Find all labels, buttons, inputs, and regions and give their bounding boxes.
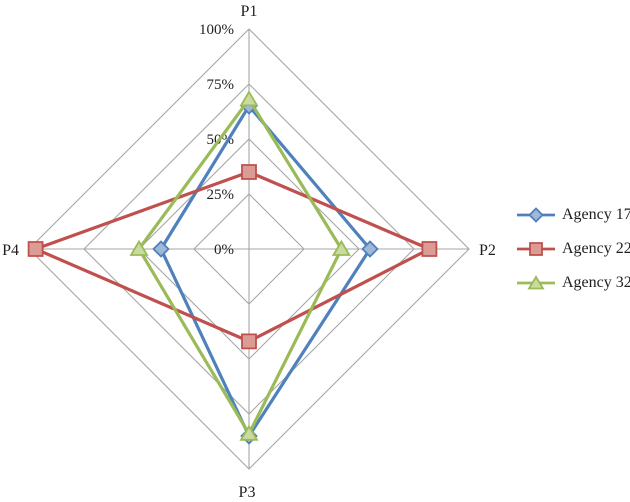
- legend-item-agency-22: Agency 22: [516, 232, 630, 266]
- legend-item-agency-32: Agency 32: [516, 266, 630, 300]
- axis-label-p2: P2: [479, 242, 496, 259]
- series-marker-agency-22: [421, 241, 438, 257]
- legend-label: Agency 32: [562, 274, 630, 291]
- legend-marker: [527, 275, 545, 290]
- tick-label: 0%: [214, 242, 234, 258]
- legend-label: Agency 22: [562, 240, 630, 257]
- tick-label: 100%: [199, 22, 234, 38]
- series-marker-agency-32: [331, 239, 351, 256]
- series-marker-agency-32: [239, 424, 259, 441]
- legend-marker: [529, 242, 543, 256]
- legend-diamond-marker-icon: [517, 207, 555, 223]
- series-marker-agency-22: [241, 333, 257, 350]
- axis-label-p4: P4: [2, 242, 19, 259]
- legend-triangle-marker-icon: [517, 275, 555, 290]
- legend-label: Agency 17: [562, 206, 630, 223]
- series-marker-agency-22: [27, 241, 44, 257]
- legend-item-agency-17: Agency 17: [516, 198, 630, 232]
- series-marker-agency-32: [239, 90, 259, 107]
- series-marker-agency-32: [129, 239, 149, 256]
- tick-label: 75%: [207, 77, 235, 93]
- legend-marker: [528, 207, 544, 223]
- series-marker-agency-17: [361, 240, 379, 258]
- legend-square-marker-icon: [517, 242, 555, 256]
- tick-label: 25%: [207, 187, 235, 203]
- chart-legend: Agency 17 Agency 22 Agency 32: [516, 198, 630, 300]
- axis-label-p3: P3: [239, 484, 256, 501]
- series-marker-agency-17: [152, 240, 170, 258]
- axis-label-p1: P1: [241, 3, 258, 20]
- series-marker-agency-22: [241, 164, 257, 180]
